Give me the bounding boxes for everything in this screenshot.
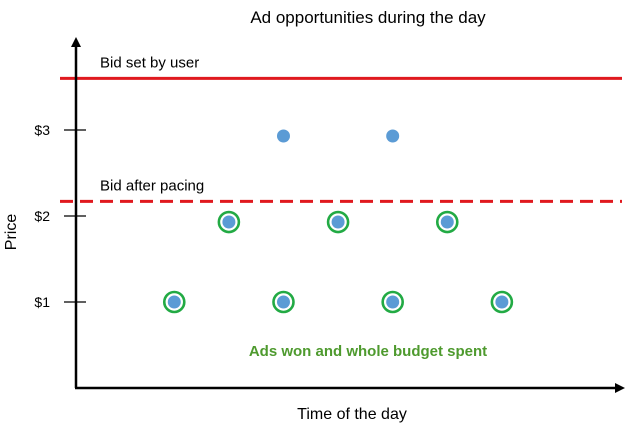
y-tick-label: $1 — [34, 294, 50, 310]
ad-dot — [276, 129, 290, 143]
ad-dot — [276, 295, 290, 309]
won-ring — [272, 290, 295, 314]
chart-title: Ad opportunities during the day — [250, 8, 486, 27]
reference-line-label: Bid set by user — [100, 54, 199, 71]
ad-dot — [167, 295, 181, 309]
won-ad-point — [217, 210, 241, 234]
ad-dot — [222, 215, 236, 229]
won-ad-point — [326, 210, 350, 234]
ad-dot — [440, 215, 454, 229]
won-ad-point — [435, 210, 459, 234]
reference-lines: Bid set by user Bid after pacing — [60, 54, 622, 203]
data-points — [162, 129, 514, 314]
won-ad-point — [272, 290, 295, 314]
reference-line-label: Bid after pacing — [100, 177, 204, 194]
y-axis-label: Price — [3, 214, 20, 251]
x-axis-label: Time of the day — [297, 406, 407, 423]
won-ad-point — [381, 290, 404, 314]
ad-dot — [331, 215, 345, 229]
lost-ad-point — [276, 129, 290, 143]
won-ring — [435, 210, 459, 234]
y-tick-label: $2 — [34, 208, 50, 224]
won-ring — [381, 290, 404, 314]
lost-ad-point — [386, 129, 400, 143]
ad-dot — [386, 129, 400, 143]
won-ad-point — [162, 290, 186, 314]
y-tick-label: $3 — [34, 122, 50, 138]
annotation-label: Ads won and whole budget spent — [249, 343, 487, 360]
ad-dot — [386, 295, 400, 309]
won-ad-point — [490, 290, 514, 314]
won-ring — [162, 290, 186, 314]
won-ring — [217, 210, 241, 234]
ad-dot — [495, 295, 509, 309]
won-ring — [326, 210, 350, 234]
won-ring — [490, 290, 514, 314]
y-ticks: $1 $2 $3 — [34, 122, 86, 310]
